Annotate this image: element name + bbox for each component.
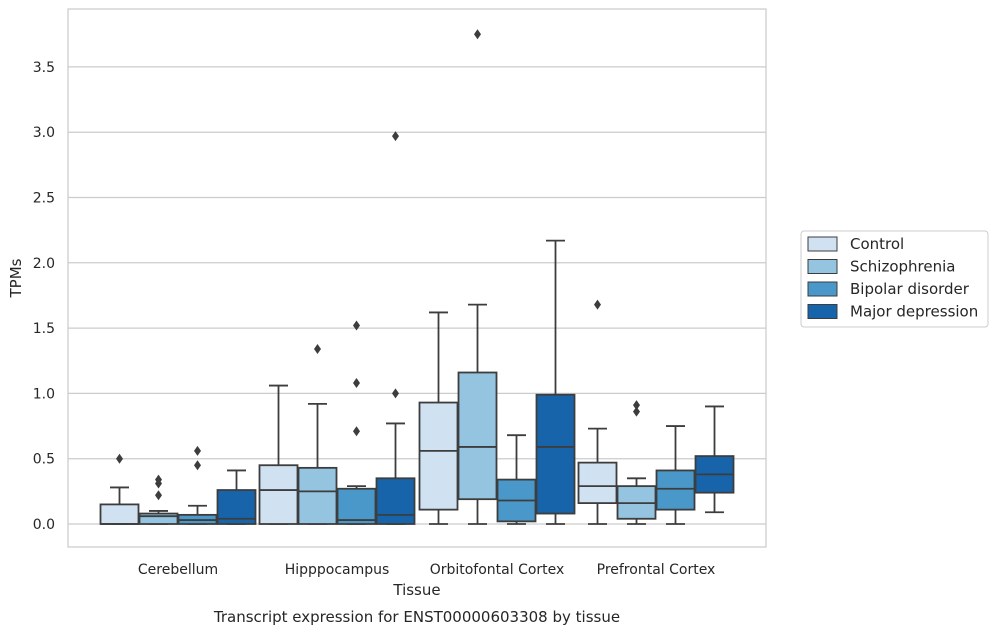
- box-0-3: [216, 469, 257, 525]
- box-body: [336, 487, 377, 525]
- box-body: [297, 466, 338, 525]
- box-3-0: [577, 299, 618, 525]
- y-tick-label: 1.5: [33, 321, 55, 337]
- y-tick-labels: 0.0 0.5 1.0 1.5 2.0 2.5 3.0 3.5: [33, 60, 55, 533]
- legend-label: Bipolar disorder: [850, 280, 970, 298]
- y-tick-label: 3.5: [33, 60, 55, 76]
- outlier-point: [353, 426, 360, 437]
- box-body: [418, 401, 459, 511]
- outlier-point: [116, 453, 123, 464]
- box-0-2: [177, 445, 218, 525]
- box-2-0: [418, 311, 459, 525]
- y-tick-label: 0.5: [33, 452, 55, 468]
- legend-label: Major depression: [850, 303, 978, 321]
- box-1-1: [297, 343, 338, 525]
- outlier-point: [194, 460, 201, 471]
- outlier-point: [353, 377, 360, 388]
- box-body: [655, 469, 696, 511]
- legend-swatch: [807, 281, 838, 297]
- y-tick-label: 0.0: [33, 517, 55, 533]
- box-3-2: [655, 425, 696, 525]
- outlier-point: [392, 388, 399, 399]
- box-3-1: [616, 400, 657, 525]
- box-1-2: [336, 320, 377, 525]
- box-body: [457, 371, 498, 501]
- y-tick-label: 3.0: [33, 125, 55, 141]
- y-axis-title: TPMs: [7, 258, 25, 298]
- y-tick-label: 1.0: [33, 386, 55, 402]
- legend: Control Schizophrenia Bipolar disorder Majo…: [800, 230, 989, 328]
- x-axis-title: Tissue: [392, 581, 440, 599]
- x-tick-label: Prefrontal Cortex: [597, 562, 716, 578]
- outlier-point: [194, 445, 201, 456]
- box-0-0: [99, 453, 140, 525]
- box-0-1: [138, 474, 179, 525]
- box-1-0: [258, 384, 299, 525]
- y-tick-label: 2.5: [33, 191, 55, 207]
- x-tick-label: Orbitofontal Cortex: [430, 562, 565, 578]
- box-2-2: [496, 434, 537, 525]
- x-tick-label: Hipppocampus: [285, 562, 390, 578]
- box-body: [258, 464, 299, 525]
- outlier-point: [633, 406, 640, 417]
- box-body: [375, 477, 416, 525]
- legend-swatch: [807, 259, 838, 274]
- box-body: [99, 503, 140, 525]
- box-1-3: [375, 131, 416, 525]
- outlier-point: [474, 29, 481, 40]
- plot-area-frame: [67, 8, 767, 548]
- boxes: [99, 29, 735, 525]
- box-body: [577, 461, 618, 505]
- outlier-point: [155, 474, 162, 485]
- box-body: [138, 512, 179, 525]
- outlier-point: [155, 490, 162, 501]
- outlier-point: [633, 400, 640, 411]
- chart-caption: Transcript expression for ENST0000060330…: [213, 608, 620, 626]
- outlier-point: [353, 320, 360, 331]
- legend-label: Control: [850, 235, 904, 253]
- outlier-point: [594, 299, 601, 310]
- y-tick-label: 2.0: [33, 256, 55, 272]
- box-body: [535, 393, 576, 515]
- box-2-3: [535, 239, 576, 525]
- x-tick-label: Cerebellum: [138, 562, 218, 578]
- legend-swatch: [807, 236, 838, 252]
- legend-label: Schizophrenia: [850, 258, 955, 276]
- box-3-3: [694, 405, 735, 514]
- x-tick-labels: Cerebellum Hipppocampus Orbitofontal Corte…: [138, 562, 715, 578]
- outlier-point: [314, 343, 321, 354]
- legend-swatch: [807, 304, 838, 319]
- gridlines: [68, 66, 766, 525]
- legend-frame: [800, 230, 989, 328]
- box-2-1: [457, 29, 498, 525]
- outlier-point: [392, 131, 399, 142]
